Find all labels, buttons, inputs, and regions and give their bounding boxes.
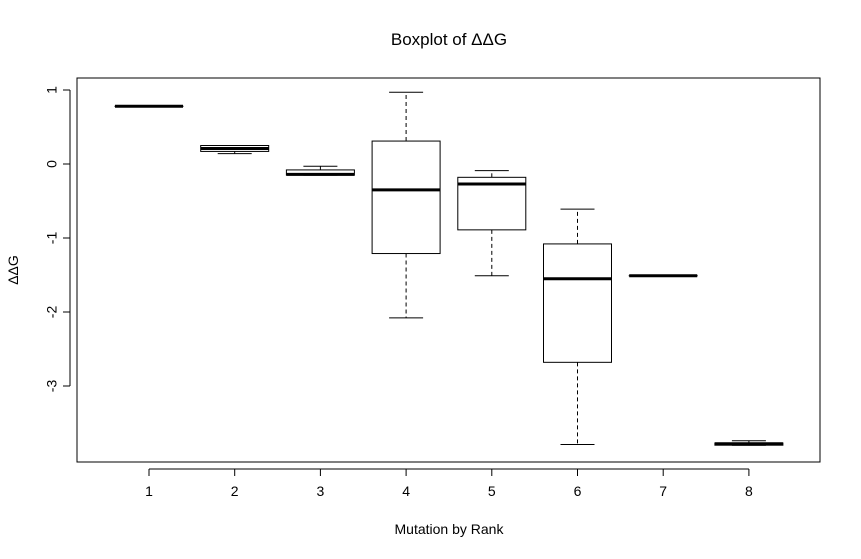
box-3 bbox=[285, 165, 355, 176]
y-tick-label: -2 bbox=[44, 306, 60, 319]
x-tick-label: 8 bbox=[745, 483, 753, 499]
box-4 bbox=[371, 91, 441, 319]
y-tick-label: -1 bbox=[44, 232, 60, 245]
box-8 bbox=[714, 440, 784, 446]
box-7 bbox=[628, 274, 698, 278]
x-axis: 1 2 3 4 5 6 7 8 bbox=[145, 468, 753, 499]
y-axis: 1 0 -1 -2 -3 bbox=[44, 86, 71, 393]
chart-title: Boxplot of ΔΔG bbox=[391, 30, 507, 49]
x-tick-label: 2 bbox=[231, 483, 239, 499]
x-tick-label: 5 bbox=[488, 483, 496, 499]
y-tick-label: 0 bbox=[44, 160, 60, 168]
x-tick-label: 7 bbox=[659, 483, 667, 499]
x-tick-label: 6 bbox=[574, 483, 582, 499]
x-tick-label: 1 bbox=[145, 483, 153, 499]
box-6 bbox=[543, 208, 612, 445]
iqr-box bbox=[371, 140, 441, 255]
iqr-box bbox=[457, 176, 527, 231]
y-tick-label: -3 bbox=[44, 380, 60, 393]
iqr-box bbox=[543, 243, 612, 363]
x-axis-label: Mutation by Rank bbox=[395, 521, 505, 537]
x-tick-label: 3 bbox=[317, 483, 325, 499]
y-tick-label: 1 bbox=[44, 86, 60, 94]
x-tick-label: 4 bbox=[402, 483, 410, 499]
box-5 bbox=[457, 170, 527, 277]
box-2 bbox=[200, 145, 270, 155]
y-axis-label: ΔΔG bbox=[5, 255, 21, 285]
plot-frame bbox=[76, 77, 821, 463]
boxes bbox=[114, 91, 784, 446]
